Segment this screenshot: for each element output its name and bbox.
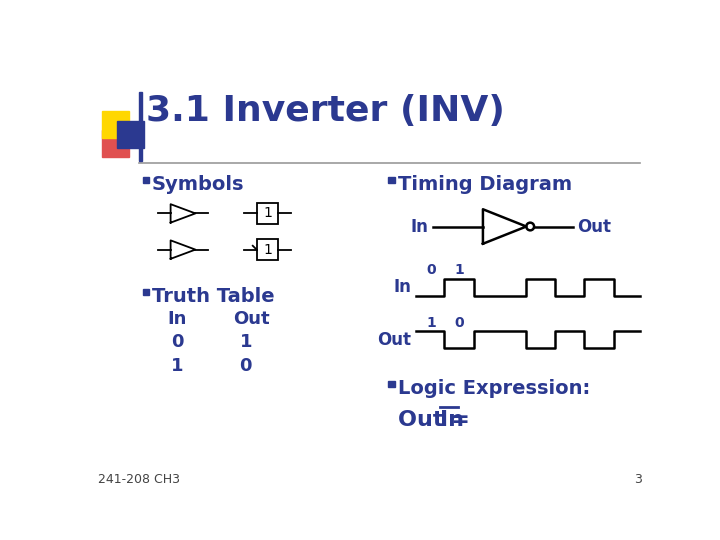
Bar — [139, 92, 142, 161]
Bar — [256, 202, 279, 224]
Bar — [388, 177, 395, 184]
Text: 0: 0 — [240, 357, 252, 375]
Text: Truth Table: Truth Table — [152, 287, 274, 306]
Text: Symbols: Symbols — [152, 175, 245, 194]
Text: Timing Diagram: Timing Diagram — [397, 175, 572, 194]
Text: In: In — [411, 218, 428, 235]
Text: Out =: Out = — [397, 410, 477, 430]
Text: 3.1 Inverter (INV): 3.1 Inverter (INV) — [145, 94, 505, 128]
Text: In: In — [394, 278, 412, 296]
Text: In: In — [168, 309, 187, 328]
Text: 1: 1 — [263, 242, 272, 256]
Text: 0: 0 — [171, 333, 184, 351]
Text: 1: 1 — [263, 206, 272, 220]
Text: 0: 0 — [454, 316, 464, 330]
Text: 1: 1 — [454, 264, 464, 278]
Text: In: In — [439, 410, 464, 430]
Bar — [102, 111, 129, 138]
Bar — [143, 289, 149, 295]
Text: 1: 1 — [426, 316, 436, 330]
Text: 1: 1 — [171, 357, 184, 375]
Bar — [102, 130, 129, 157]
Text: Logic Expression:: Logic Expression: — [397, 379, 590, 398]
Text: Out: Out — [233, 309, 270, 328]
Bar — [143, 177, 149, 184]
Bar — [256, 239, 279, 260]
Text: Out: Out — [577, 218, 611, 235]
Bar — [388, 381, 395, 387]
Text: 3: 3 — [634, 473, 642, 486]
Bar — [117, 121, 144, 148]
Text: 0: 0 — [426, 264, 436, 278]
Text: 1: 1 — [240, 333, 252, 351]
Text: Out: Out — [377, 330, 412, 349]
Text: 241-208 CH3: 241-208 CH3 — [98, 473, 180, 486]
